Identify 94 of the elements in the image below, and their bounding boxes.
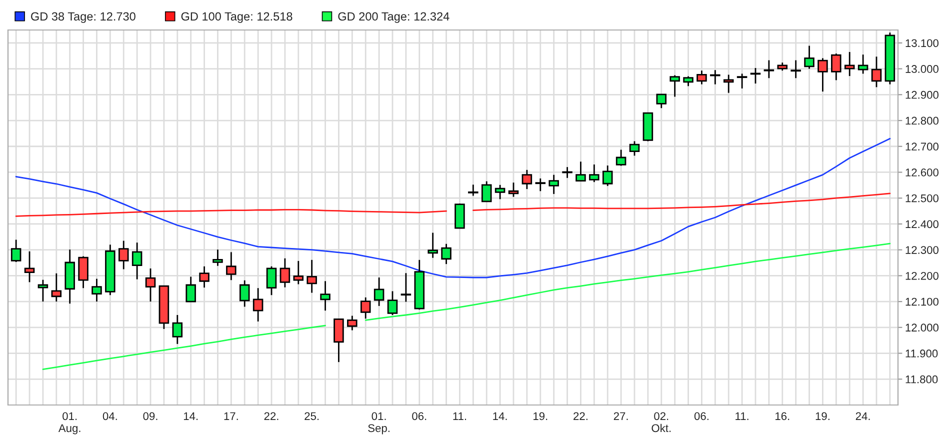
candlestick [118, 240, 129, 270]
x-tick-label: 22. [574, 412, 588, 420]
x-tick-label: 11. [453, 412, 466, 420]
candlestick [360, 296, 371, 320]
y-tick-label: 12.700 [906, 142, 938, 151]
y-tick-label: 12.400 [906, 220, 938, 228]
candlestick [844, 51, 855, 77]
candlestick [132, 242, 142, 280]
candlestick [266, 266, 277, 296]
candlestick [374, 276, 384, 307]
y-tick-label: 13.000 [906, 65, 938, 73]
x-tick-label: 11. [736, 412, 748, 420]
x-tick-label: 27. [614, 412, 628, 420]
candlestick [723, 74, 734, 94]
candlestick [347, 315, 358, 331]
candlestick [764, 60, 774, 79]
y-tick-label: 12.000 [906, 324, 938, 332]
candlestick [696, 70, 707, 86]
candlestick [629, 140, 640, 156]
candlestick [226, 251, 236, 281]
candlestick [212, 248, 223, 267]
candlestick [494, 184, 506, 200]
x-tick-label: 25. [304, 412, 319, 420]
candlestick [522, 169, 532, 190]
candlestick [306, 259, 317, 294]
x-tick-label: 01. Sep. [368, 412, 390, 434]
y-tick-label: 12.300 [906, 246, 938, 254]
x-tick-label: 14. [493, 412, 507, 420]
y-tick-label: 12.500 [906, 194, 938, 202]
y-tick-label: 12.200 [906, 272, 938, 280]
candlestick [239, 280, 250, 308]
candlestick [441, 243, 452, 265]
candlestick [293, 260, 304, 285]
y-tick-label: 13.100 [906, 39, 938, 48]
x-tick-label: 22. [264, 412, 278, 420]
candlestick [589, 164, 600, 183]
candlestick [548, 174, 559, 195]
candlestick [186, 276, 196, 302]
line-series [15, 138, 891, 278]
candlestick [858, 54, 868, 74]
x-tick-label: 01. Aug. [58, 412, 80, 434]
x-tick-label: 06. [694, 412, 708, 420]
x-tick-label: 17. [224, 412, 238, 420]
candlestick [736, 73, 748, 90]
y-tick-label: 12.100 [906, 298, 938, 306]
candlestick [481, 180, 492, 202]
candlestick [428, 232, 438, 259]
y-tick-label: 11.900 [906, 350, 938, 358]
legend-label: GD 200 Tage: 12.324 [338, 12, 450, 23]
candlestick [78, 256, 88, 289]
x-tick-label: 02. Okt. [652, 412, 671, 432]
x-tick-label: 14. [184, 412, 198, 420]
candlestick [818, 57, 828, 92]
candlestick [199, 266, 210, 288]
y-tick-label: 11.800 [906, 375, 938, 384]
candlestick [145, 268, 156, 302]
candlestick [252, 287, 264, 322]
x-tick-label: 04. [102, 412, 117, 420]
candlestick [468, 184, 478, 196]
candlestick [508, 182, 519, 198]
candlestick [10, 239, 22, 263]
candlestick [804, 45, 814, 70]
candlestick [670, 74, 680, 98]
candlestick [92, 278, 102, 302]
candlestick [790, 60, 801, 79]
candlestick [535, 178, 546, 192]
y-tick-label: 12.600 [906, 168, 938, 176]
x-tick-label: 19. [816, 412, 830, 420]
candlestick [683, 76, 694, 87]
legend-label: GD 100 Tage: 12.518 [181, 12, 292, 23]
candlestick [38, 279, 48, 302]
candlestick [831, 52, 842, 81]
candlestick [656, 94, 667, 109]
candlestick [334, 318, 344, 363]
y-tick-label: 12.900 [906, 90, 938, 99]
candlestick [454, 202, 465, 229]
candlestick [871, 56, 882, 88]
x-tick-label: 09. [143, 412, 158, 420]
x-tick-label: 06. [412, 412, 426, 420]
candlestick [576, 160, 586, 182]
candlestick [172, 314, 183, 345]
x-tick-label: 19. [534, 412, 548, 420]
candlestick [387, 290, 398, 316]
y-tick-label: 12.800 [906, 116, 938, 125]
candlestick [616, 149, 626, 166]
candlestick [280, 258, 290, 288]
legend-label: GD 38 Tage: 12.730 [31, 12, 136, 23]
candlestick [602, 164, 613, 187]
candlestick [51, 272, 62, 302]
candlestick [320, 280, 330, 312]
candlestick [400, 272, 412, 303]
x-tick-label: 24. [856, 412, 870, 420]
candlestick [24, 250, 35, 283]
x-tick-label: 16. [776, 412, 790, 420]
